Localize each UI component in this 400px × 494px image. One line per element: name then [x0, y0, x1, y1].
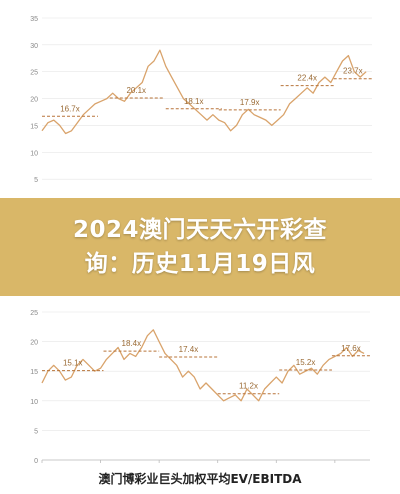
bottom-chart-average-label: 18.4x — [122, 339, 142, 348]
bottom-chart-series-line — [41, 329, 365, 402]
bottom-chart-average-label: 15.2x — [296, 358, 316, 367]
top-chart-average-label: 17.9x — [240, 98, 260, 107]
top-chart-ytick-label: 25 — [30, 70, 38, 77]
chart-top: 051015202530352012年1月2013年1月2014年1月2015年… — [30, 16, 372, 184]
bottom-chart-ytick-label: 15 — [30, 369, 38, 376]
banner-line-2: 询：历史11月19日风 — [84, 251, 316, 277]
top-chart-average-label: 23.7x — [343, 67, 363, 76]
banner-line-1: 2024澳门天天六开彩查 — [72, 217, 327, 243]
bottom-chart-average-label: 17.6x — [341, 344, 361, 353]
bottom-chart-ytick-label: 10 — [30, 399, 38, 406]
top-chart-average-label: 16.7x — [60, 104, 80, 113]
chart-caption: 澳门博彩业巨头加权平均EV/EBITDA — [98, 472, 302, 486]
top-chart-ytick-label: 15 — [30, 123, 38, 130]
top-chart-average-label: 22.4x — [297, 74, 317, 83]
top-chart-ytick-label: 30 — [30, 43, 38, 50]
bottom-chart-ytick-label: 20 — [30, 340, 38, 347]
top-chart-ytick-label: 35 — [30, 16, 38, 23]
top-chart-average-label: 20.1x — [126, 86, 146, 95]
bottom-chart-ytick-label: 25 — [30, 310, 38, 317]
bottom-chart-average-label: 11.2x — [239, 382, 258, 391]
bottom-chart-average-label: 15.1x — [63, 359, 83, 368]
top-chart-series-line — [41, 49, 367, 135]
top-chart-average-label: 18.1x — [184, 97, 204, 106]
title-banner: 2024澳门天天六开彩查 询：历史11月19日风 — [0, 198, 400, 296]
bottom-chart-average-label: 17.4x — [179, 345, 199, 354]
bottom-chart-ytick-label: 5 — [34, 428, 38, 435]
bottom-chart-ytick-label: 0 — [34, 458, 38, 465]
top-chart-ytick-label: 5 — [34, 177, 38, 184]
chart-bottom: 05101520252012年1月2013年1月2014年1月2015年1月20… — [30, 310, 370, 465]
top-chart-ytick-label: 10 — [30, 150, 38, 157]
top-chart-ytick-label: 20 — [30, 97, 38, 104]
